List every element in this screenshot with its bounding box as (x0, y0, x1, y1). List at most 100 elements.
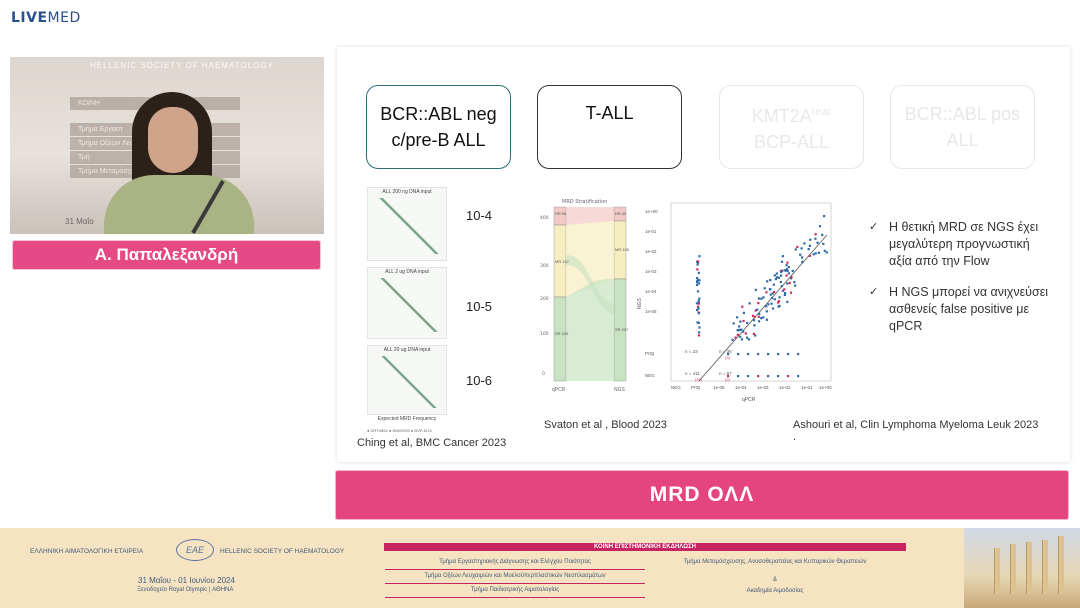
scatter-point (808, 244, 812, 247)
scatter-point (780, 270, 783, 273)
sankey-node-hr-left (553, 206, 567, 226)
scatter-point (787, 265, 790, 269)
scatter-reference-line (698, 234, 828, 382)
scatter-point (786, 282, 789, 285)
scatter-point (748, 302, 751, 305)
scatter-point (746, 336, 749, 339)
scatter-point (737, 353, 740, 356)
scatter-xtick: NEG (671, 385, 681, 390)
scatter-point (785, 268, 788, 271)
scatter-point (757, 302, 760, 305)
scatter-point (757, 315, 760, 318)
scatter-xtick: PrtQ (691, 385, 701, 390)
scatter-point (770, 302, 773, 305)
sankey-flow-mr (566, 221, 614, 297)
bullet-text: Η θετική MRD σε NGS έχει μεγαλύτερη προγ… (889, 220, 1039, 268)
event-dates: 31 Μαΐου - 01 Ιουνίου 2024 (138, 576, 235, 585)
sankey-left-label: HR 56 (555, 211, 567, 216)
scatter-xtick: 1e-05 (713, 385, 725, 390)
scatter-point (774, 278, 778, 281)
logo-bold: LIVE (11, 10, 48, 26)
citation-svaton: Svaton et al , Blood 2023 (544, 419, 667, 431)
scatter-point (816, 241, 819, 244)
scatter-point (747, 375, 750, 378)
scatter-point (786, 269, 789, 272)
scatter-annotation: n = 411 (685, 371, 700, 376)
mrd-stratification-sankey: MRD Stratification 400 300 200 100 0 HR … (540, 199, 630, 393)
scatter-point (742, 330, 745, 333)
scatter-point (818, 225, 822, 228)
scatter-point (809, 238, 812, 241)
scatter-point (796, 245, 799, 249)
society-name-gr: ΕΛΛΗΝΙΚΗ ΑΙΜΑΤΟΛΟΓΙΚΗ ΕΤΑΙΡΕΙΑ (30, 548, 144, 555)
scatter-point (783, 269, 786, 272)
acropolis-image (964, 528, 1080, 608)
scatter-point (697, 299, 700, 302)
scatter-point (814, 252, 817, 255)
bullet-item: ✓ Η θετική MRD σε NGS έχει μεγαλύτερη πρ… (869, 219, 1054, 270)
key-points: ✓ Η θετική MRD σε NGS έχει μεγαλύτερη πρ… (869, 219, 1054, 349)
scatter-annotation: n = 97 (719, 371, 732, 376)
scatter-point (736, 333, 739, 336)
scatter-point (696, 277, 699, 280)
calibration-plot-thumb: ALL 200 ng DNA input (367, 187, 447, 261)
department-item: Τμήμα Παιδιατρικής Αιματολογίας (470, 587, 560, 593)
scatter-point (785, 274, 788, 277)
scatter-point (777, 300, 781, 303)
scatter-point (790, 277, 793, 280)
scatter-point (697, 312, 701, 315)
scatter-point (793, 280, 796, 284)
scatter-point (786, 300, 789, 303)
scatter-ytick: 1e-03 (645, 269, 657, 274)
scatter-point (812, 253, 815, 256)
scatter-point (767, 303, 770, 306)
scatter-xtick: 1e-04 (735, 385, 747, 390)
scatter-point (738, 325, 741, 328)
scatter-point (696, 279, 699, 283)
scatter-point (695, 281, 699, 284)
scatter-point (822, 242, 825, 245)
scatter-point (697, 282, 701, 285)
sankey-left-label: SR 209 (555, 331, 569, 336)
scatter-point (736, 316, 739, 319)
box-line: KMT2Arear (751, 106, 832, 126)
scatter-point (763, 287, 766, 290)
joint-event-banner: ΚΟΙΝΗ ΕΠΙΣΤΗΜΟΝΙΚΗ ΕΚΔΗΛΩΣΗ (384, 543, 906, 551)
department-item: Τμήμα Εργαστηριακής Διάγνωσης και Ελέγχο… (439, 559, 591, 565)
scatter-point (698, 326, 701, 329)
box-line: T-ALL (585, 103, 634, 123)
speaker-body (104, 175, 254, 234)
scatter-annotation: (2) (725, 377, 731, 382)
scatter-xtick: 1e-03 (757, 385, 769, 390)
scatter-point (698, 255, 701, 258)
scatter-point (740, 338, 744, 341)
scatter-point (772, 283, 775, 286)
scatter-annotation: (3) (725, 355, 731, 360)
scatter-point (757, 353, 760, 356)
scatter-point (732, 322, 735, 325)
scatter-ytick: 1e-02 (645, 249, 657, 254)
sankey-right-label: HR 40 (615, 211, 627, 216)
scatter-point (696, 260, 700, 263)
department-item: Τμήμα Οξέων Λευχαιμιών και Μυελοϋπερπλασ… (424, 573, 606, 579)
sankey-xlabel: NGS (614, 387, 626, 393)
scatter-point (695, 302, 698, 305)
scatter-point (785, 269, 788, 272)
scatter-point (737, 375, 740, 378)
scatter-point (754, 288, 757, 291)
column (1042, 540, 1048, 594)
sankey-right-label: SR 257 (615, 327, 629, 332)
scatter-point (771, 296, 774, 300)
calibration-plot-thumb: ALL 2 ug DNA input (367, 267, 447, 339)
box-line: BCR::ABL neg (380, 104, 497, 124)
scatter-point (780, 284, 783, 288)
scatter-point (769, 288, 772, 291)
scatter-point (734, 336, 737, 339)
scatter-point (754, 309, 757, 312)
scatter-point (698, 297, 701, 300)
wall-title: HELLENIC SOCIETY OF HAEMATOLOGY (90, 61, 274, 70)
scatter-point (783, 291, 787, 295)
divider (385, 569, 645, 570)
scatter-point (777, 276, 780, 279)
scatter-point (696, 263, 699, 266)
